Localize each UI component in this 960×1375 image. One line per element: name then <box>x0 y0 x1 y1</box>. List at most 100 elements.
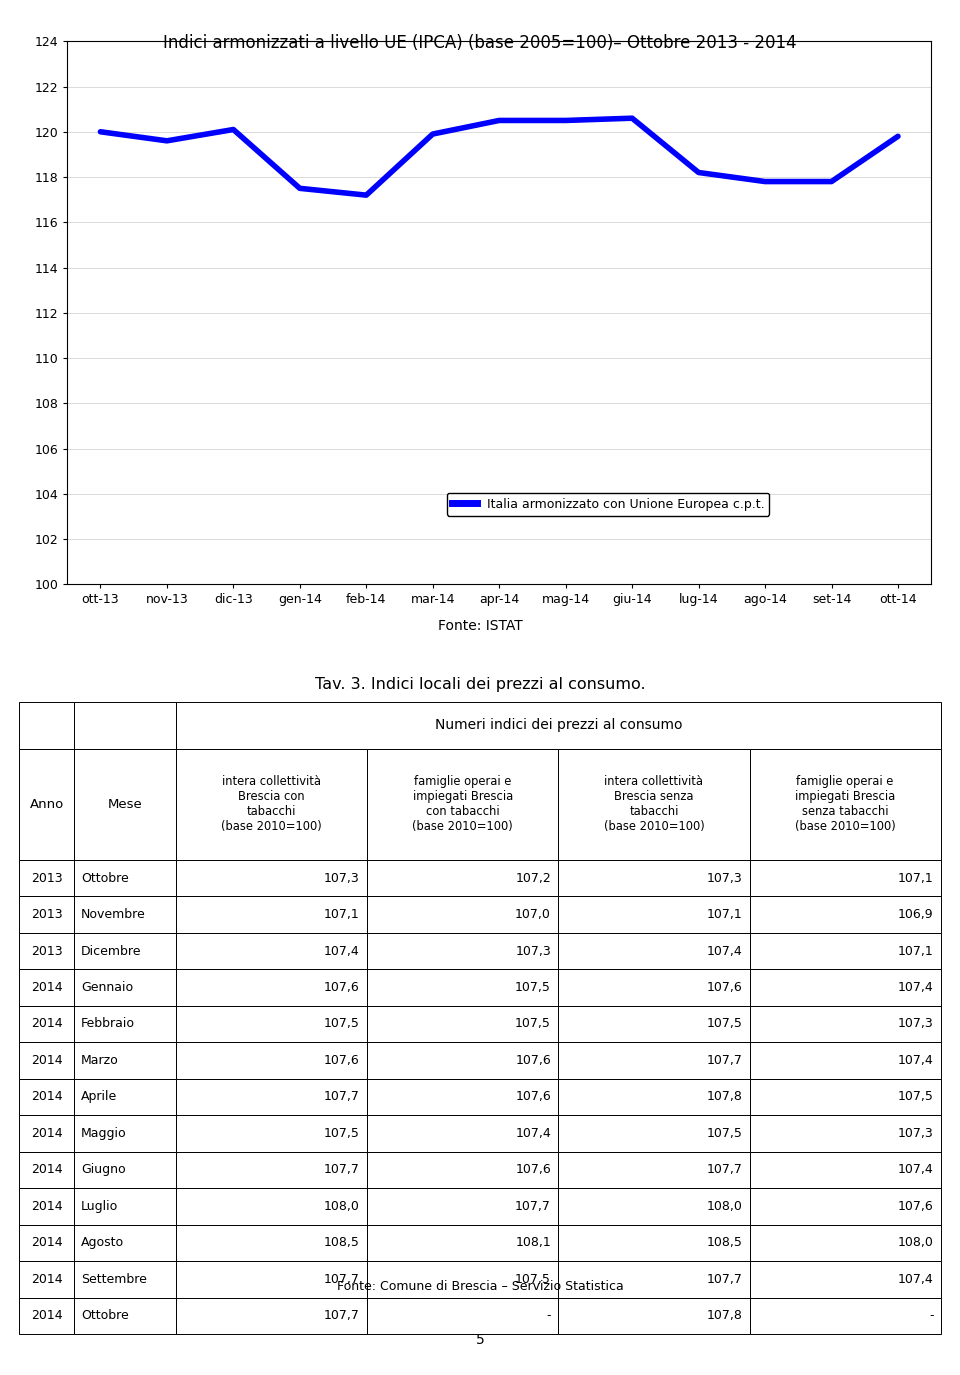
Text: Gennaio: Gennaio <box>81 980 133 994</box>
FancyBboxPatch shape <box>367 896 559 932</box>
Text: Anno: Anno <box>30 798 64 811</box>
FancyBboxPatch shape <box>19 1042 75 1079</box>
Text: 107,1: 107,1 <box>707 908 742 921</box>
Text: 107,7: 107,7 <box>324 1090 360 1104</box>
FancyBboxPatch shape <box>750 1005 941 1042</box>
FancyBboxPatch shape <box>750 1115 941 1152</box>
FancyBboxPatch shape <box>176 932 367 969</box>
FancyBboxPatch shape <box>176 701 941 749</box>
FancyBboxPatch shape <box>19 1298 75 1334</box>
FancyBboxPatch shape <box>750 969 941 1005</box>
Text: Fonte: ISTAT: Fonte: ISTAT <box>438 619 522 632</box>
Text: -: - <box>546 1309 551 1323</box>
Text: 2014: 2014 <box>31 1236 62 1250</box>
Text: 107,6: 107,6 <box>707 980 742 994</box>
FancyBboxPatch shape <box>19 701 75 749</box>
FancyBboxPatch shape <box>75 1298 176 1334</box>
Text: 107,7: 107,7 <box>324 1309 360 1323</box>
FancyBboxPatch shape <box>19 1152 75 1188</box>
FancyBboxPatch shape <box>750 896 941 932</box>
Text: 107,3: 107,3 <box>707 872 742 884</box>
Text: 107,7: 107,7 <box>324 1163 360 1177</box>
FancyBboxPatch shape <box>750 1261 941 1298</box>
Text: 107,3: 107,3 <box>516 945 551 957</box>
Text: 107,2: 107,2 <box>516 872 551 884</box>
Text: 107,4: 107,4 <box>707 945 742 957</box>
Text: 107,6: 107,6 <box>324 980 360 994</box>
FancyBboxPatch shape <box>559 1079 750 1115</box>
Text: 2014: 2014 <box>31 1200 62 1213</box>
FancyBboxPatch shape <box>75 969 176 1005</box>
FancyBboxPatch shape <box>176 1188 367 1225</box>
Text: 107,5: 107,5 <box>707 1128 742 1140</box>
FancyBboxPatch shape <box>367 1261 559 1298</box>
Text: 107,0: 107,0 <box>516 908 551 921</box>
Text: 107,7: 107,7 <box>707 1055 742 1067</box>
Text: Ottobre: Ottobre <box>81 872 129 884</box>
FancyBboxPatch shape <box>367 932 559 969</box>
Text: Giugno: Giugno <box>81 1163 126 1177</box>
FancyBboxPatch shape <box>750 749 941 859</box>
FancyBboxPatch shape <box>750 1079 941 1115</box>
Text: 107,6: 107,6 <box>516 1090 551 1104</box>
FancyBboxPatch shape <box>367 859 559 896</box>
FancyBboxPatch shape <box>176 969 367 1005</box>
Text: Agosto: Agosto <box>81 1236 124 1250</box>
Text: Luglio: Luglio <box>81 1200 118 1213</box>
Text: 107,7: 107,7 <box>516 1200 551 1213</box>
FancyBboxPatch shape <box>75 1115 176 1152</box>
Text: 107,8: 107,8 <box>707 1309 742 1323</box>
FancyBboxPatch shape <box>176 1225 367 1261</box>
Text: Dicembre: Dicembre <box>81 945 141 957</box>
FancyBboxPatch shape <box>75 1152 176 1188</box>
Text: 107,8: 107,8 <box>707 1090 742 1104</box>
FancyBboxPatch shape <box>176 1298 367 1334</box>
FancyBboxPatch shape <box>19 749 75 859</box>
FancyBboxPatch shape <box>559 1188 750 1225</box>
Text: 107,4: 107,4 <box>898 1163 933 1177</box>
Text: 107,5: 107,5 <box>516 980 551 994</box>
Text: 107,6: 107,6 <box>516 1055 551 1067</box>
FancyBboxPatch shape <box>367 1115 559 1152</box>
FancyBboxPatch shape <box>75 1079 176 1115</box>
FancyBboxPatch shape <box>176 1115 367 1152</box>
FancyBboxPatch shape <box>559 1115 750 1152</box>
FancyBboxPatch shape <box>19 1115 75 1152</box>
FancyBboxPatch shape <box>176 859 367 896</box>
FancyBboxPatch shape <box>176 749 367 859</box>
Text: 2014: 2014 <box>31 1090 62 1104</box>
FancyBboxPatch shape <box>75 932 176 969</box>
FancyBboxPatch shape <box>176 1152 367 1188</box>
FancyBboxPatch shape <box>750 1188 941 1225</box>
Text: 107,6: 107,6 <box>516 1163 551 1177</box>
FancyBboxPatch shape <box>75 1261 176 1298</box>
FancyBboxPatch shape <box>75 749 176 859</box>
Text: 108,1: 108,1 <box>516 1236 551 1250</box>
Text: intera collettività
Brescia con
tabacchi
(base 2010=100): intera collettività Brescia con tabacchi… <box>221 775 322 833</box>
Text: 2013: 2013 <box>31 945 62 957</box>
FancyBboxPatch shape <box>367 749 559 859</box>
FancyBboxPatch shape <box>559 1152 750 1188</box>
FancyBboxPatch shape <box>19 896 75 932</box>
Text: 107,7: 107,7 <box>707 1273 742 1286</box>
FancyBboxPatch shape <box>19 932 75 969</box>
FancyBboxPatch shape <box>19 1188 75 1225</box>
Text: famiglie operai e
impiegati Brescia
con tabacchi
(base 2010=100): famiglie operai e impiegati Brescia con … <box>413 775 513 833</box>
FancyBboxPatch shape <box>19 859 75 896</box>
Text: 108,0: 108,0 <box>324 1200 360 1213</box>
Text: famiglie operai e
impiegati Brescia
senza tabacchi
(base 2010=100): famiglie operai e impiegati Brescia senz… <box>795 775 896 833</box>
FancyBboxPatch shape <box>367 1225 559 1261</box>
FancyBboxPatch shape <box>19 1225 75 1261</box>
Text: 108,0: 108,0 <box>898 1236 933 1250</box>
Text: 107,5: 107,5 <box>324 1128 360 1140</box>
FancyBboxPatch shape <box>75 896 176 932</box>
Text: 108,5: 108,5 <box>707 1236 742 1250</box>
FancyBboxPatch shape <box>559 932 750 969</box>
Text: intera collettività
Brescia senza
tabacchi
(base 2010=100): intera collettività Brescia senza tabacc… <box>604 775 705 833</box>
Text: 107,6: 107,6 <box>898 1200 933 1213</box>
FancyBboxPatch shape <box>750 1042 941 1079</box>
Text: 107,5: 107,5 <box>324 1018 360 1030</box>
Text: Mese: Mese <box>108 798 142 811</box>
FancyBboxPatch shape <box>176 1005 367 1042</box>
FancyBboxPatch shape <box>559 1261 750 1298</box>
